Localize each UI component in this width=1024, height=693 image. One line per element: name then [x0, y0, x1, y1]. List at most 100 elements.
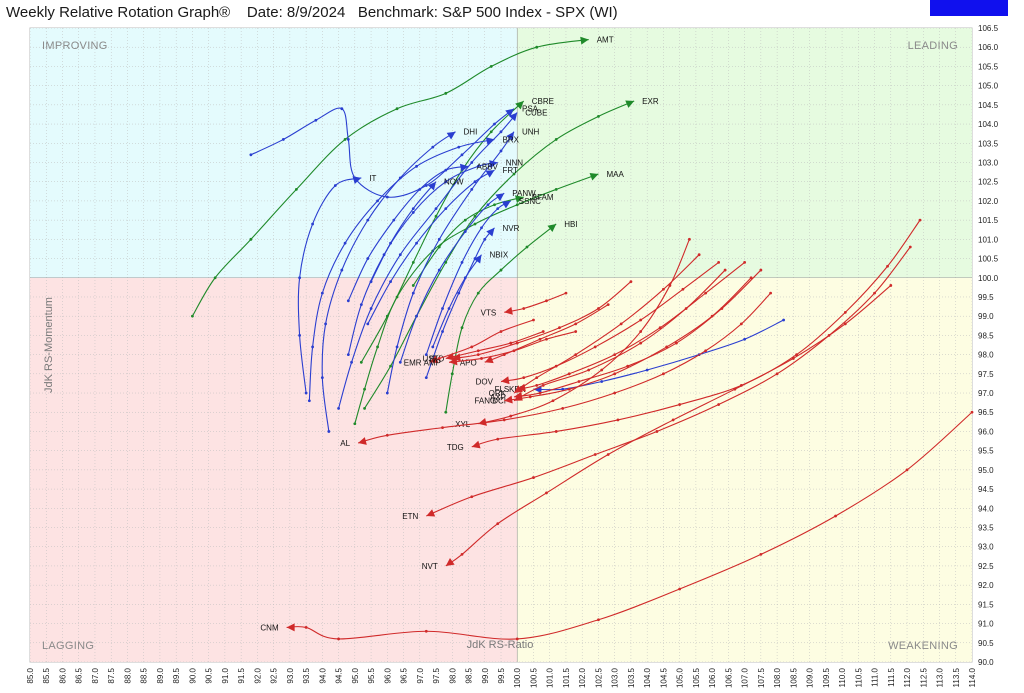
x-tick-label: 93.0 — [286, 667, 295, 683]
tail-point-frt — [415, 241, 418, 245]
tail-point-usfd — [558, 326, 561, 330]
tail-point-fls — [743, 260, 747, 264]
tail-point-abbv — [392, 218, 396, 222]
x-tick-label: 98.5 — [465, 667, 474, 683]
tail-head-ir — [445, 352, 455, 361]
x-tick-label: 94.0 — [318, 667, 327, 683]
tail-head-emr — [429, 355, 439, 364]
tail-abbv[interactable]: ABBV — [346, 162, 499, 303]
tail-unh[interactable]: UNH — [385, 128, 540, 395]
y-tick-label: 101.0 — [978, 235, 999, 244]
y-tick-label: 96.5 — [978, 408, 994, 417]
tail-point-amt — [294, 187, 298, 191]
tail-nvt[interactable]: NVT — [422, 284, 893, 571]
tail-point-ork — [619, 322, 623, 326]
tail-head-amp — [449, 357, 458, 366]
x-tick-label: 112.5 — [919, 667, 928, 687]
tail-ssnc[interactable]: SSNC — [424, 197, 541, 357]
quadrant-improving — [30, 28, 518, 278]
tail-head-unh — [506, 131, 514, 141]
x-tick-label: 111.0 — [871, 667, 880, 686]
tail-head-bfam — [514, 195, 524, 203]
tail-point-now — [389, 241, 392, 245]
tail-head-axp — [513, 391, 523, 400]
tail-point-nvt — [606, 453, 610, 456]
tail-point-abbv — [418, 187, 422, 191]
tail-point-dhi — [340, 268, 344, 272]
tail-emr[interactable]: EMR — [404, 318, 535, 368]
x-tick-label: 108.5 — [789, 667, 798, 688]
tail-axp[interactable]: AXP — [490, 268, 763, 402]
tail-brx[interactable]: BRX — [307, 135, 520, 403]
tail-ork[interactable]: ORK — [489, 253, 701, 398]
tail-tdg[interactable]: TDG — [447, 218, 922, 452]
tail-point-nvt — [545, 491, 548, 495]
tail-point-dci — [639, 341, 643, 345]
tail-point-tdg — [678, 403, 682, 406]
x-tick-label: 97.5 — [432, 667, 441, 683]
tail-nbix[interactable]: NBIX — [431, 251, 509, 349]
tail-vts[interactable]: VTS — [481, 291, 568, 318]
tail-label-etn: ETN — [402, 512, 418, 521]
y-tick-label: 95.5 — [978, 447, 994, 456]
tail-point-tdg — [795, 353, 798, 357]
tail-cnm[interactable]: CNM — [260, 410, 974, 641]
tail-hbi[interactable]: HBI — [444, 220, 578, 414]
tail-point-al — [385, 433, 389, 437]
tail-dhi[interactable]: DHI — [320, 128, 477, 433]
tail-point-bfam — [437, 245, 441, 249]
tail-point-nvt — [843, 322, 847, 326]
x-axis-title: JdK RS-Ratio — [467, 639, 534, 651]
x-tick-label: 108.0 — [773, 667, 782, 688]
tail-point-unh — [499, 149, 503, 153]
x-tick-label: 100.0 — [513, 667, 522, 688]
x-tick-label: 87.5 — [107, 667, 116, 683]
tail-head-amt — [580, 36, 589, 45]
x-tick-label: 93.5 — [302, 667, 311, 683]
tail-panw[interactable]: PANW — [398, 189, 536, 364]
tail-head-abbv — [459, 163, 469, 172]
tail-point-cnm — [678, 587, 682, 591]
tail-point-apo — [606, 303, 610, 307]
tail-it[interactable]: IT — [297, 174, 377, 395]
tail-label-ork: ORK — [489, 389, 507, 398]
y-tick-label: 104.5 — [978, 101, 999, 110]
tail-point-etn — [593, 453, 597, 456]
tail-point-it — [298, 333, 302, 337]
x-tick-label: 103.0 — [611, 667, 620, 688]
tail-point-al — [441, 426, 444, 430]
tail-point-ork — [574, 353, 578, 357]
tail-amp[interactable]: AMP — [424, 330, 578, 367]
tail-head-tdg — [471, 440, 481, 449]
tail-apo[interactable]: APO — [460, 303, 610, 367]
y-tick-label: 92.5 — [978, 562, 994, 571]
tail-head-ssnc — [501, 200, 511, 209]
tail-amt[interactable]: AMT — [191, 36, 614, 318]
x-tick-label: 89.5 — [172, 667, 181, 683]
x-tick-label: 91.5 — [237, 667, 246, 683]
x-tick-label: 106.5 — [724, 667, 733, 688]
tail-point-psa — [424, 184, 428, 187]
tail-cube[interactable]: CUBE — [337, 109, 547, 410]
tail-point-nvr — [457, 291, 461, 295]
x-tick-label: 104.0 — [643, 667, 652, 688]
tail-point-dov — [681, 287, 685, 291]
tail-point-etn — [717, 403, 721, 406]
tail-etn[interactable]: ETN — [402, 245, 912, 521]
tail-xyl[interactable]: XYL — [455, 237, 691, 429]
tail-point-amp — [574, 330, 578, 333]
tail-now[interactable]: NOW — [369, 178, 464, 283]
x-tick-label: 101.5 — [562, 667, 571, 688]
tail-point-al — [739, 322, 743, 326]
tail-point-psa — [346, 138, 350, 141]
tail-ir[interactable]: IR — [430, 330, 545, 363]
tail-point-panw — [437, 268, 441, 272]
tail-exr[interactable]: EXR — [363, 97, 659, 410]
tail-nnn[interactable]: NNN — [346, 158, 523, 357]
tail-cbre[interactable]: CBRE — [359, 97, 554, 364]
tail-al[interactable]: AL — [340, 291, 773, 448]
chart-header: Weekly Relative Rotation Graph® Date: 8/… — [0, 0, 1024, 28]
tail-point-usfd — [597, 307, 600, 310]
tail-frt[interactable]: FRT — [366, 166, 518, 326]
tail-point-cbre — [359, 360, 363, 364]
